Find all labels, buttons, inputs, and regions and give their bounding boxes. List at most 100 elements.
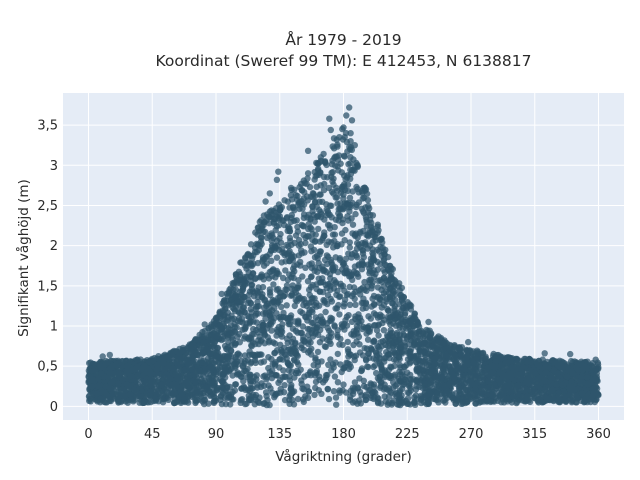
data-point (197, 359, 204, 366)
data-points (85, 104, 602, 409)
data-point (387, 363, 394, 370)
data-point (381, 374, 388, 381)
data-point (378, 286, 385, 293)
data-point (385, 393, 393, 400)
data-point (395, 336, 403, 344)
data-point (405, 400, 412, 407)
data-point (334, 379, 342, 386)
data-point (369, 295, 376, 302)
data-point (325, 184, 332, 192)
data-point (309, 327, 316, 334)
data-point (247, 396, 254, 403)
data-point (252, 275, 260, 282)
data-point (254, 298, 261, 306)
data-point (328, 330, 335, 337)
data-point (238, 259, 245, 266)
data-point (311, 267, 318, 274)
data-point (396, 368, 403, 375)
data-point (282, 286, 289, 293)
data-point (178, 354, 185, 362)
data-point (326, 280, 334, 288)
data-point (340, 303, 347, 310)
data-point (230, 360, 238, 368)
data-point (332, 394, 340, 401)
data-point (380, 327, 388, 334)
data-point (392, 382, 399, 389)
data-point (276, 364, 283, 371)
data-point (232, 271, 240, 278)
data-point (409, 325, 416, 332)
data-point (112, 362, 120, 369)
data-point (299, 323, 307, 330)
data-point (262, 315, 269, 322)
data-point (568, 357, 575, 365)
data-point (419, 363, 426, 370)
data-point (349, 221, 357, 228)
data-point (283, 302, 290, 309)
data-point (351, 398, 359, 405)
data-point (263, 376, 270, 383)
data-point (333, 194, 341, 201)
data-point (509, 363, 516, 371)
data-point (207, 350, 214, 357)
data-point (307, 243, 315, 250)
data-point (236, 298, 244, 306)
data-point (254, 231, 261, 238)
data-point (403, 322, 410, 329)
data-point (338, 241, 345, 248)
data-point (465, 392, 473, 400)
data-point (324, 324, 331, 332)
data-point (383, 386, 391, 393)
data-point (309, 208, 316, 215)
data-point (332, 305, 339, 312)
data-point (332, 216, 340, 223)
data-point (354, 318, 361, 326)
data-point (514, 382, 522, 389)
data-point (408, 345, 415, 353)
data-point (328, 202, 335, 209)
data-point (299, 309, 306, 317)
data-point (294, 395, 302, 403)
data-point (272, 392, 279, 399)
data-point (121, 375, 129, 382)
data-point (391, 371, 399, 378)
data-point (359, 195, 366, 202)
data-point (291, 302, 298, 310)
data-point (217, 393, 225, 400)
data-point (341, 153, 348, 160)
data-point (419, 340, 426, 348)
data-point (438, 373, 445, 380)
data-point (417, 371, 424, 378)
data-point (193, 368, 200, 375)
data-point (330, 364, 337, 371)
data-point (236, 339, 243, 346)
data-point (281, 382, 288, 389)
data-point (529, 388, 536, 395)
data-point (308, 248, 315, 255)
data-point (361, 345, 368, 352)
data-point (426, 387, 433, 394)
data-point (396, 387, 404, 394)
data-point (300, 195, 307, 202)
data-point (331, 231, 339, 238)
data-point (430, 395, 437, 403)
data-point (289, 325, 297, 332)
data-point (370, 310, 378, 317)
data-point (248, 309, 255, 316)
data-point (378, 363, 385, 371)
data-point (225, 325, 232, 332)
data-point (307, 224, 314, 231)
data-point (341, 320, 348, 328)
data-point (359, 325, 366, 333)
data-point (86, 397, 93, 404)
data-point (579, 373, 586, 380)
data-point (205, 400, 212, 407)
data-point (589, 363, 596, 370)
data-point (289, 292, 296, 299)
data-point (168, 389, 175, 396)
data-point (330, 388, 338, 395)
data-point (387, 330, 394, 337)
data-point (479, 396, 487, 403)
data-point (314, 348, 322, 356)
